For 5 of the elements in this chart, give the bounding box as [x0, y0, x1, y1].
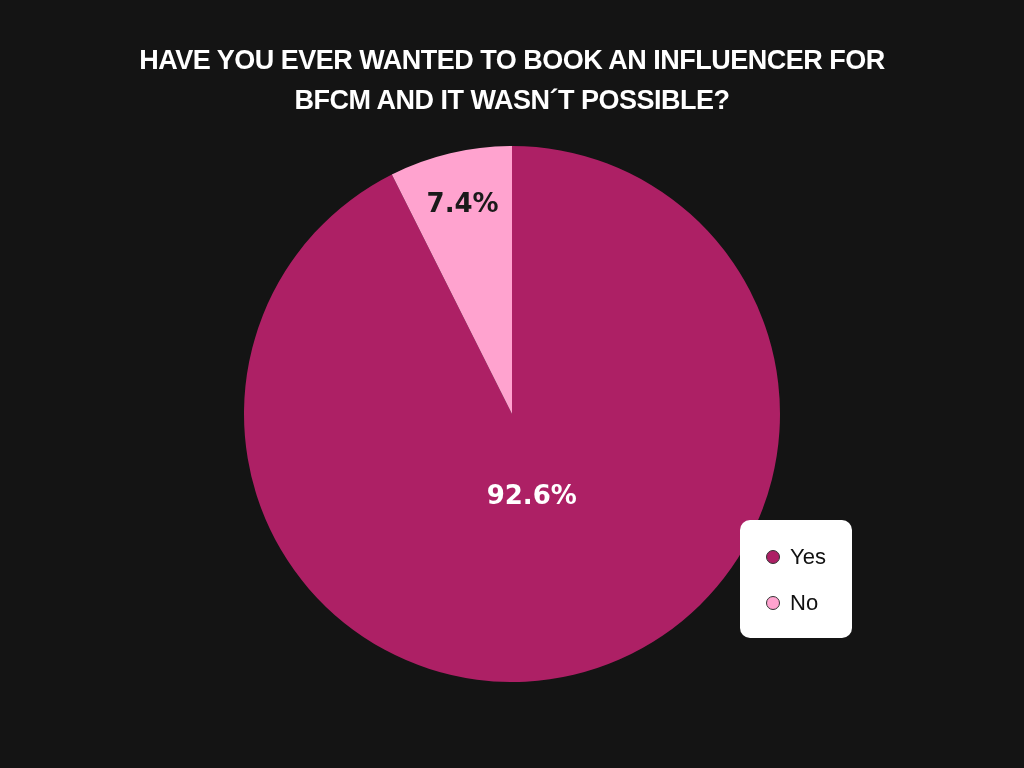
legend-label: Yes [790, 544, 826, 570]
legend-label: No [790, 590, 819, 616]
data-label: 92.6% [486, 480, 577, 511]
data-label: 7.4% [426, 188, 499, 219]
chart-title: HAVE YOU EVER WANTED TO BOOK AN INFLUENCER FOR BFCM AND IT WASN´T POSSIBLE? [138, 44, 886, 117]
